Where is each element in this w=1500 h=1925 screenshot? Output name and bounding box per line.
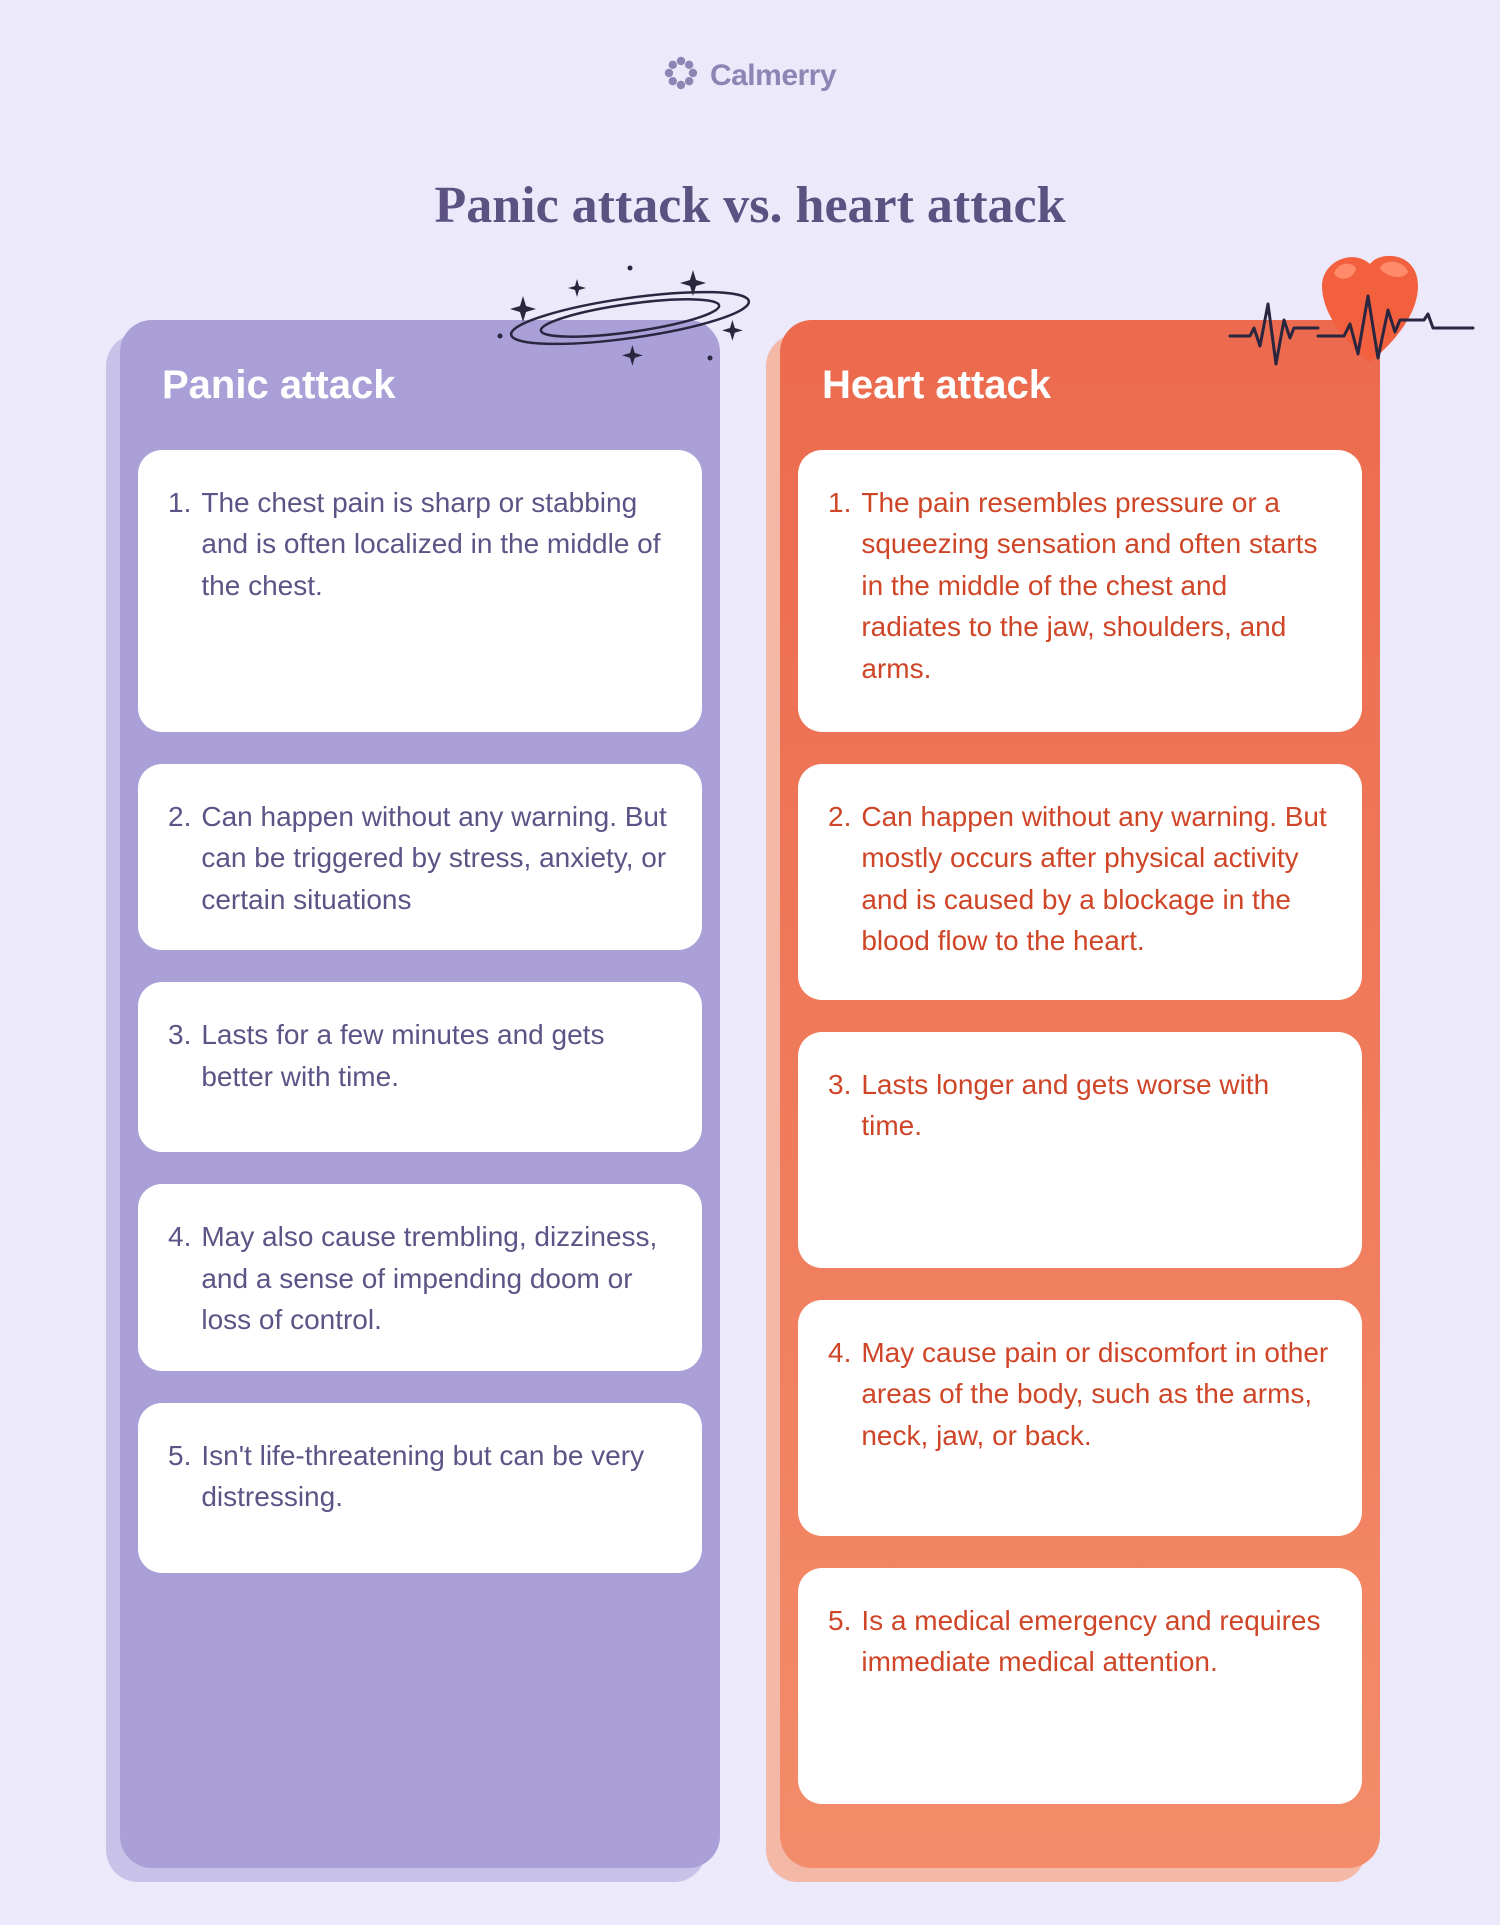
heart-card-2: 2. Can happen without any warning. But m… bbox=[798, 764, 1362, 1000]
heart-ecg-icon bbox=[1222, 244, 1482, 399]
heart-card-1: 1. The pain resembles pressure or a sque… bbox=[798, 450, 1362, 732]
heart-card-5: 5. Is a medical emergency and requires i… bbox=[798, 1568, 1362, 1804]
card-number: 3. bbox=[828, 1064, 851, 1238]
panic-card-2: 2. Can happen without any warning. But c… bbox=[138, 764, 702, 950]
heart-card-3: 3. Lasts longer and gets worse with time… bbox=[798, 1032, 1362, 1268]
card-text: The chest pain is sharp or stabbing and … bbox=[201, 482, 672, 702]
card-number: 2. bbox=[828, 796, 851, 970]
card-text: Is a medical emergency and requires imme… bbox=[861, 1600, 1332, 1774]
heart-column: Heart attack 1. The pain resembles press… bbox=[780, 320, 1380, 1868]
brand-name: Calmerry bbox=[710, 59, 836, 93]
card-text: Lasts for a few minutes and gets better … bbox=[201, 1014, 672, 1122]
panic-card-4: 4. May also cause trembling, dizziness, … bbox=[138, 1184, 702, 1370]
card-text: The pain resembles pressure or a squeezi… bbox=[861, 482, 1332, 702]
card-text: Lasts longer and gets worse with time. bbox=[861, 1064, 1332, 1238]
card-number: 4. bbox=[168, 1216, 191, 1340]
panic-card-5: 5. Isn't life-threatening but can be ver… bbox=[138, 1403, 702, 1573]
card-text: Can happen without any warning. But most… bbox=[861, 796, 1332, 970]
comparison-columns: Panic attack 1. The chest pain is sharp … bbox=[0, 320, 1500, 1868]
panic-card-1: 1. The chest pain is sharp or stabbing a… bbox=[138, 450, 702, 732]
heart-card-4: 4. May cause pain or discomfort in other… bbox=[798, 1300, 1362, 1536]
card-number: 4. bbox=[828, 1332, 851, 1506]
card-text: Isn't life-threatening but can be very d… bbox=[201, 1435, 672, 1543]
card-number: 3. bbox=[168, 1014, 191, 1122]
card-text: May also cause trembling, dizziness, and… bbox=[201, 1216, 672, 1340]
brand-logo: Calmerry bbox=[664, 56, 836, 95]
panic-card-3: 3. Lasts for a few minutes and gets bett… bbox=[138, 982, 702, 1152]
panic-column: Panic attack 1. The chest pain is sharp … bbox=[120, 320, 720, 1868]
card-number: 2. bbox=[168, 796, 191, 920]
page-title: Panic attack vs. heart attack bbox=[434, 176, 1065, 235]
card-text: Can happen without any warning. But can … bbox=[201, 796, 672, 920]
flower-icon bbox=[664, 56, 698, 95]
card-text: May cause pain or discomfort in other ar… bbox=[861, 1332, 1332, 1506]
card-number: 5. bbox=[828, 1600, 851, 1774]
sparkle-decoration-icon bbox=[480, 258, 760, 383]
card-number: 1. bbox=[828, 482, 851, 702]
card-number: 5. bbox=[168, 1435, 191, 1543]
card-number: 1. bbox=[168, 482, 191, 702]
